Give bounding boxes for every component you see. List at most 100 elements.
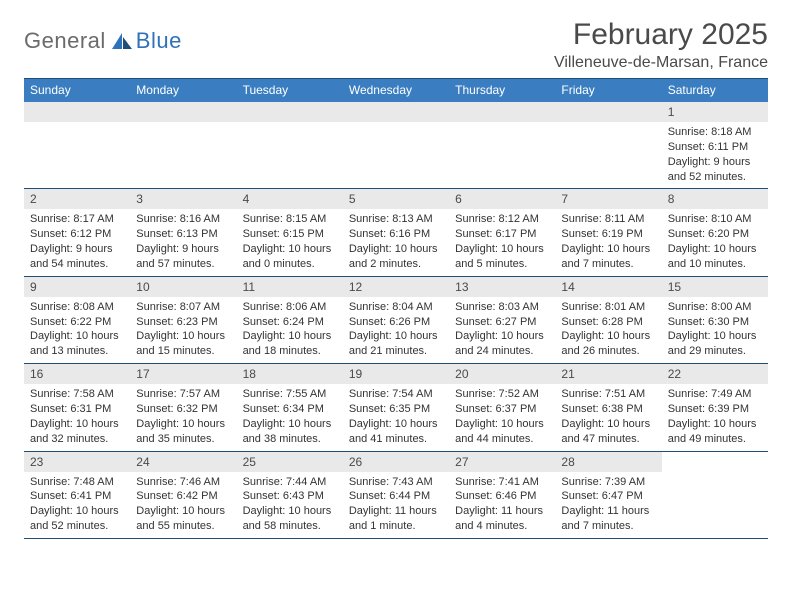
sunrise-line: Sunrise: 8:10 AM <box>668 212 762 227</box>
calendar-cell-day-12: 12Sunrise: 8:04 AMSunset: 6:26 PMDayligh… <box>343 276 449 363</box>
sunset-line: Sunset: 6:39 PM <box>668 402 762 417</box>
day-number: 25 <box>237 452 343 472</box>
sunset-line: Sunset: 6:38 PM <box>561 402 655 417</box>
sunrise-line: Sunrise: 8:03 AM <box>455 300 549 315</box>
day-number-band <box>449 102 555 122</box>
day-number: 19 <box>343 364 449 384</box>
calendar-cell-day-6: 6Sunrise: 8:12 AMSunset: 6:17 PMDaylight… <box>449 188 555 275</box>
daylight-line: Daylight: 10 hours and 24 minutes. <box>455 329 549 359</box>
day-details: Sunrise: 7:58 AMSunset: 6:31 PMDaylight:… <box>24 384 130 450</box>
sunset-line: Sunset: 6:19 PM <box>561 227 655 242</box>
daylight-line: Daylight: 10 hours and 58 minutes. <box>243 504 337 534</box>
calendar-cell-empty <box>343 102 449 188</box>
calendar-cell-day-26: 26Sunrise: 7:43 AMSunset: 6:44 PMDayligh… <box>343 451 449 538</box>
sunrise-line: Sunrise: 7:49 AM <box>668 387 762 402</box>
daylight-line: Daylight: 11 hours and 4 minutes. <box>455 504 549 534</box>
title-block: February 2025 Villeneuve-de-Marsan, Fran… <box>554 18 768 72</box>
day-number: 18 <box>237 364 343 384</box>
sunset-line: Sunset: 6:42 PM <box>136 489 230 504</box>
calendar-cell-day-4: 4Sunrise: 8:15 AMSunset: 6:15 PMDaylight… <box>237 188 343 275</box>
day-details: Sunrise: 8:01 AMSunset: 6:28 PMDaylight:… <box>555 297 661 363</box>
sunset-line: Sunset: 6:34 PM <box>243 402 337 417</box>
day-details: Sunrise: 8:04 AMSunset: 6:26 PMDaylight:… <box>343 297 449 363</box>
calendar-cell-day-15: 15Sunrise: 8:00 AMSunset: 6:30 PMDayligh… <box>662 276 768 363</box>
sunset-line: Sunset: 6:27 PM <box>455 315 549 330</box>
sunrise-line: Sunrise: 7:44 AM <box>243 475 337 490</box>
day-number: 22 <box>662 364 768 384</box>
day-details: Sunrise: 8:10 AMSunset: 6:20 PMDaylight:… <box>662 209 768 275</box>
day-details: Sunrise: 7:49 AMSunset: 6:39 PMDaylight:… <box>662 384 768 450</box>
weekday-header-row: SundayMondayTuesdayWednesdayThursdayFrid… <box>24 79 768 102</box>
calendar-page: General Blue February 2025 Villeneuve-de… <box>0 0 792 551</box>
day-number: 27 <box>449 452 555 472</box>
sunrise-line: Sunrise: 8:11 AM <box>561 212 655 227</box>
day-details: Sunrise: 8:07 AMSunset: 6:23 PMDaylight:… <box>130 297 236 363</box>
sunrise-line: Sunrise: 8:15 AM <box>243 212 337 227</box>
sunrise-line: Sunrise: 7:43 AM <box>349 475 443 490</box>
sunset-line: Sunset: 6:30 PM <box>668 315 762 330</box>
day-details: Sunrise: 7:55 AMSunset: 6:34 PMDaylight:… <box>237 384 343 450</box>
day-number: 7 <box>555 189 661 209</box>
day-details: Sunrise: 8:03 AMSunset: 6:27 PMDaylight:… <box>449 297 555 363</box>
daylight-line: Daylight: 11 hours and 7 minutes. <box>561 504 655 534</box>
calendar-cell-empty <box>449 102 555 188</box>
sunrise-line: Sunrise: 7:48 AM <box>30 475 124 490</box>
daylight-line: Daylight: 9 hours and 54 minutes. <box>30 242 124 272</box>
day-number-band <box>130 102 236 122</box>
bottom-rule <box>24 538 768 539</box>
day-details: Sunrise: 8:17 AMSunset: 6:12 PMDaylight:… <box>24 209 130 275</box>
sunset-line: Sunset: 6:26 PM <box>349 315 443 330</box>
day-details: Sunrise: 7:57 AMSunset: 6:32 PMDaylight:… <box>130 384 236 450</box>
day-number-band <box>237 102 343 122</box>
day-number: 9 <box>24 277 130 297</box>
daylight-line: Daylight: 10 hours and 49 minutes. <box>668 417 762 447</box>
day-number: 23 <box>24 452 130 472</box>
day-number: 12 <box>343 277 449 297</box>
calendar-cell-day-5: 5Sunrise: 8:13 AMSunset: 6:16 PMDaylight… <box>343 188 449 275</box>
weekday-header-monday: Monday <box>130 79 236 102</box>
day-number: 3 <box>130 189 236 209</box>
daylight-line: Daylight: 10 hours and 32 minutes. <box>30 417 124 447</box>
day-number: 16 <box>24 364 130 384</box>
calendar-cell-day-2: 2Sunrise: 8:17 AMSunset: 6:12 PMDaylight… <box>24 188 130 275</box>
sunrise-line: Sunrise: 8:00 AM <box>668 300 762 315</box>
calendar-cell-day-25: 25Sunrise: 7:44 AMSunset: 6:43 PMDayligh… <box>237 451 343 538</box>
sunrise-line: Sunrise: 8:01 AM <box>561 300 655 315</box>
calendar-cell-empty <box>130 102 236 188</box>
day-details: Sunrise: 7:52 AMSunset: 6:37 PMDaylight:… <box>449 384 555 450</box>
daylight-line: Daylight: 10 hours and 18 minutes. <box>243 329 337 359</box>
calendar-cell-day-24: 24Sunrise: 7:46 AMSunset: 6:42 PMDayligh… <box>130 451 236 538</box>
sunset-line: Sunset: 6:17 PM <box>455 227 549 242</box>
daylight-line: Daylight: 10 hours and 38 minutes. <box>243 417 337 447</box>
day-details: Sunrise: 8:12 AMSunset: 6:17 PMDaylight:… <box>449 209 555 275</box>
day-number: 5 <box>343 189 449 209</box>
weekday-header-tuesday: Tuesday <box>237 79 343 102</box>
calendar-cell-day-27: 27Sunrise: 7:41 AMSunset: 6:46 PMDayligh… <box>449 451 555 538</box>
day-number: 20 <box>449 364 555 384</box>
logo-text-2: Blue <box>136 28 182 54</box>
daylight-line: Daylight: 10 hours and 0 minutes. <box>243 242 337 272</box>
daylight-line: Daylight: 10 hours and 7 minutes. <box>561 242 655 272</box>
daylight-line: Daylight: 10 hours and 41 minutes. <box>349 417 443 447</box>
sunrise-line: Sunrise: 7:41 AM <box>455 475 549 490</box>
sunset-line: Sunset: 6:41 PM <box>30 489 124 504</box>
calendar-cell-day-1: 1Sunrise: 8:18 AMSunset: 6:11 PMDaylight… <box>662 102 768 188</box>
day-details: Sunrise: 7:43 AMSunset: 6:44 PMDaylight:… <box>343 472 449 538</box>
calendar-cell-empty <box>24 102 130 188</box>
daylight-line: Daylight: 10 hours and 35 minutes. <box>136 417 230 447</box>
sunrise-line: Sunrise: 8:12 AM <box>455 212 549 227</box>
daylight-line: Daylight: 9 hours and 52 minutes. <box>668 155 762 185</box>
logo-sail-icon <box>110 31 134 51</box>
day-number: 28 <box>555 452 661 472</box>
day-details: Sunrise: 8:15 AMSunset: 6:15 PMDaylight:… <box>237 209 343 275</box>
calendar-cell-empty <box>555 102 661 188</box>
sunrise-line: Sunrise: 8:04 AM <box>349 300 443 315</box>
sunset-line: Sunset: 6:15 PM <box>243 227 337 242</box>
day-details: Sunrise: 8:18 AMSunset: 6:11 PMDaylight:… <box>662 122 768 188</box>
sunrise-line: Sunrise: 7:51 AM <box>561 387 655 402</box>
sunset-line: Sunset: 6:20 PM <box>668 227 762 242</box>
day-details: Sunrise: 7:46 AMSunset: 6:42 PMDaylight:… <box>130 472 236 538</box>
sunrise-line: Sunrise: 8:18 AM <box>668 125 762 140</box>
sunrise-line: Sunrise: 7:46 AM <box>136 475 230 490</box>
day-details: Sunrise: 8:13 AMSunset: 6:16 PMDaylight:… <box>343 209 449 275</box>
